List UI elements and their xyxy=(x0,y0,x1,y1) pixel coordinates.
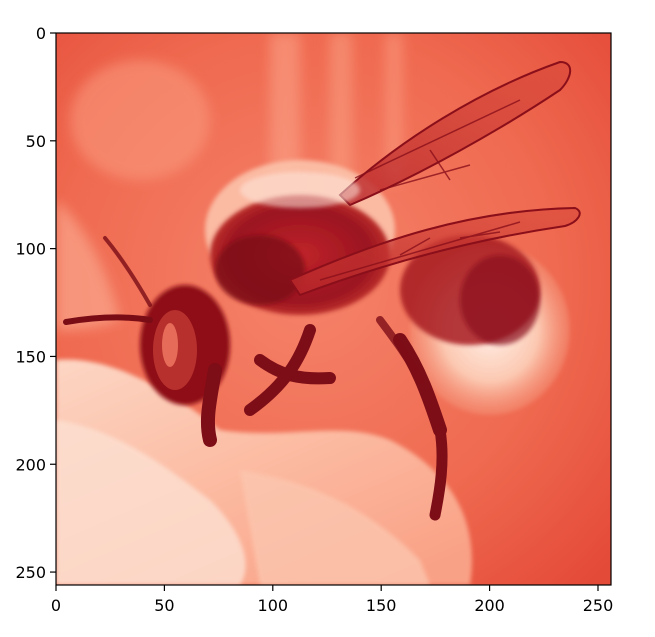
y-tick-label: 0 xyxy=(36,24,46,43)
bee-abdomen xyxy=(400,235,570,415)
y-tick-label: 100 xyxy=(15,240,46,259)
y-tick-label: 50 xyxy=(26,132,46,151)
x-tick-label: 150 xyxy=(366,596,397,615)
x-axis: 0 50 100 150 200 250 xyxy=(51,585,613,615)
x-tick-label: 0 xyxy=(51,596,61,615)
bee-legs xyxy=(200,316,448,521)
y-tick-label: 200 xyxy=(15,455,46,474)
bee-wings xyxy=(288,60,581,297)
axes-frame xyxy=(55,32,612,586)
y-tick-label: 250 xyxy=(15,563,46,582)
x-tick-label: 250 xyxy=(583,596,614,615)
y-axis: 0 50 100 150 200 250 xyxy=(15,24,56,582)
flower-petals xyxy=(56,200,472,585)
x-tick-label: 100 xyxy=(258,596,289,615)
y-tick-label: 150 xyxy=(15,347,46,366)
x-tick-label: 50 xyxy=(154,596,174,615)
x-tick-label: 200 xyxy=(474,596,505,615)
bee-image xyxy=(56,33,611,585)
bee-antennae xyxy=(63,236,153,325)
